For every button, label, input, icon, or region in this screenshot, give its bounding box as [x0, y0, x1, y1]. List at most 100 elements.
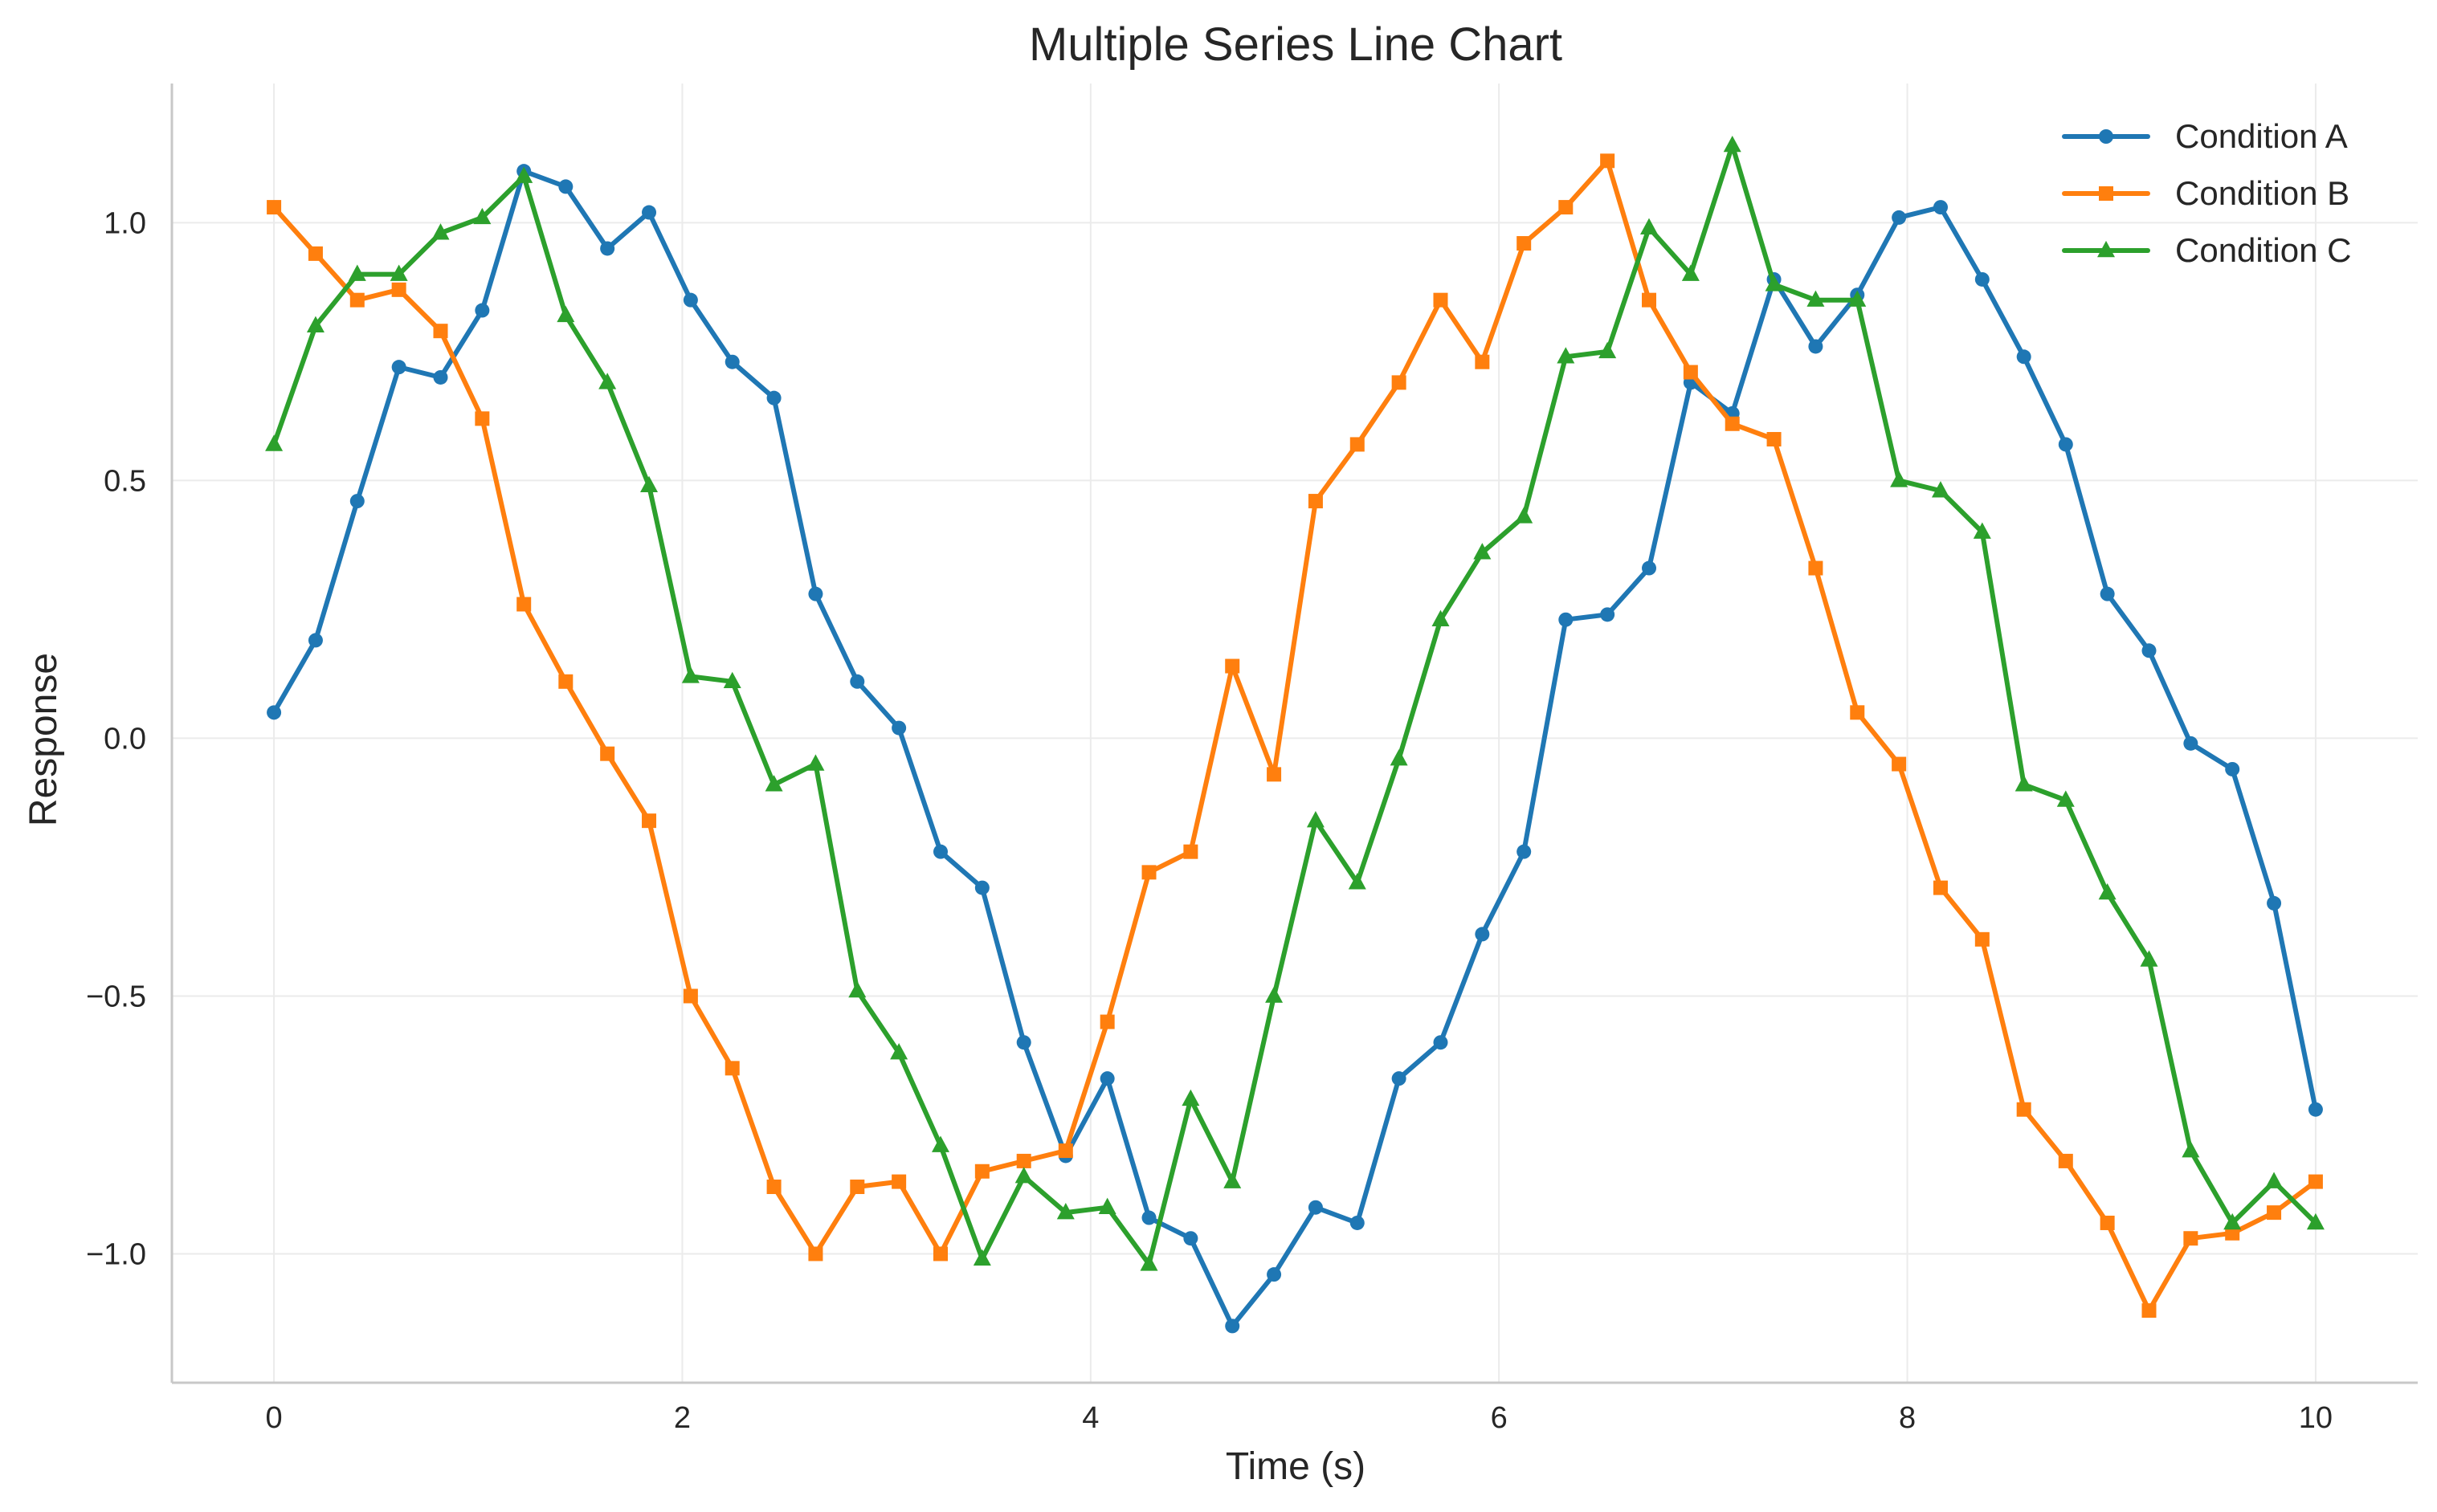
data-point: [1808, 339, 1823, 354]
legend-marker: [2099, 186, 2113, 201]
data-point: [2223, 1212, 2242, 1230]
data-point: [1558, 200, 1574, 215]
data-point: [390, 264, 408, 281]
data-point: [1100, 1014, 1115, 1029]
x-tick-label: 6: [1491, 1401, 1508, 1435]
data-point: [1183, 844, 1198, 859]
data-point: [2100, 586, 2115, 601]
data-point: [1225, 1318, 1240, 1334]
data-point: [1140, 1254, 1158, 1271]
data-point: [640, 475, 659, 493]
data-point: [850, 674, 865, 689]
x-tick-label: 8: [1899, 1401, 1916, 1435]
data-point: [308, 633, 323, 648]
data-point: [2267, 895, 2282, 911]
data-point: [1933, 200, 1948, 215]
x-tick-label: 0: [266, 1401, 283, 1435]
data-point: [2140, 950, 2158, 967]
data-point: [1475, 354, 1490, 369]
data-point: [515, 166, 533, 183]
data-point: [642, 813, 657, 829]
x-tick-label: 4: [1082, 1401, 1099, 1435]
data-point: [1890, 471, 1908, 487]
data-point: [1265, 986, 1284, 1003]
data-point: [558, 179, 574, 194]
data-point: [1014, 1167, 1033, 1184]
data-point: [2141, 643, 2157, 658]
data-point: [1431, 609, 1450, 626]
legend-label: Condition A: [2175, 117, 2348, 155]
series-layer: [265, 135, 2325, 1334]
axis-spines: [170, 84, 2418, 1384]
data-point: [1100, 1071, 1115, 1086]
data-point: [1348, 873, 1366, 890]
data-point: [433, 369, 448, 385]
y-tick-label: −1.0: [86, 1237, 146, 1271]
data-point: [1974, 931, 1990, 947]
data-point: [1931, 481, 1949, 498]
data-point: [558, 674, 574, 689]
data-point: [2183, 736, 2198, 751]
data-point: [1723, 135, 1741, 153]
data-point: [1766, 432, 1782, 447]
legend-item: Condition A: [2062, 117, 2348, 155]
data-point: [1600, 607, 1615, 622]
data-point: [1640, 218, 1659, 235]
data-point: [2308, 1174, 2323, 1189]
data-point: [1558, 612, 1574, 627]
series-condition-c: [265, 135, 2325, 1271]
data-point: [890, 1042, 908, 1060]
data-point: [1141, 1210, 1157, 1225]
data-point: [892, 1174, 907, 1189]
data-point: [2308, 1102, 2323, 1117]
legend-marker: [2099, 129, 2113, 144]
data-point: [766, 1180, 782, 1195]
data-point: [1433, 292, 1448, 308]
legend-marker: [2097, 240, 2115, 258]
data-point: [1473, 543, 1492, 560]
data-point: [349, 292, 365, 308]
chart-title: Multiple Series Line Chart: [1029, 18, 1562, 71]
data-point: [1183, 1231, 1198, 1246]
data-point: [1391, 1071, 1406, 1086]
data-point: [1016, 1035, 1031, 1050]
series-line: [271, 169, 2318, 1329]
series-line: [271, 143, 2318, 1267]
data-point: [808, 1246, 823, 1261]
data-point: [308, 246, 323, 261]
x-tick-label: 2: [674, 1401, 691, 1435]
data-point: [1515, 507, 1533, 524]
data-point: [348, 264, 366, 281]
data-point: [267, 200, 282, 215]
data-point: [1600, 153, 1615, 169]
y-tick-label: 1.0: [104, 206, 146, 240]
data-point: [1892, 756, 1907, 772]
data-point: [1056, 1203, 1075, 1220]
data-point: [2016, 349, 2031, 365]
data-point: [1808, 560, 1823, 576]
data-point: [2182, 1140, 2200, 1158]
series-line: [271, 158, 2318, 1314]
data-point: [267, 705, 282, 720]
data-point: [974, 880, 990, 895]
data-point: [1308, 494, 1323, 509]
data-point: [431, 223, 450, 240]
data-point: [1642, 292, 1657, 308]
data-point: [2225, 761, 2240, 776]
data-point: [848, 980, 867, 998]
data-point: [725, 354, 740, 369]
data-point: [1806, 290, 1825, 307]
data-point: [557, 305, 575, 323]
data-point: [1058, 1143, 1073, 1159]
data-point: [475, 303, 490, 318]
data-point: [1141, 865, 1157, 880]
data-point: [2306, 1212, 2325, 1230]
x-axis-label: Time (s): [1226, 1445, 1365, 1488]
data-point: [1516, 844, 1532, 859]
data-point: [600, 746, 615, 761]
y-tick-labels: −1.0 −0.5 0.0 0.5 1.0: [86, 206, 146, 1271]
data-point: [1557, 347, 1575, 364]
y-tick-label: −0.5: [86, 980, 146, 1013]
data-point: [808, 586, 823, 601]
data-point: [1683, 365, 1698, 380]
